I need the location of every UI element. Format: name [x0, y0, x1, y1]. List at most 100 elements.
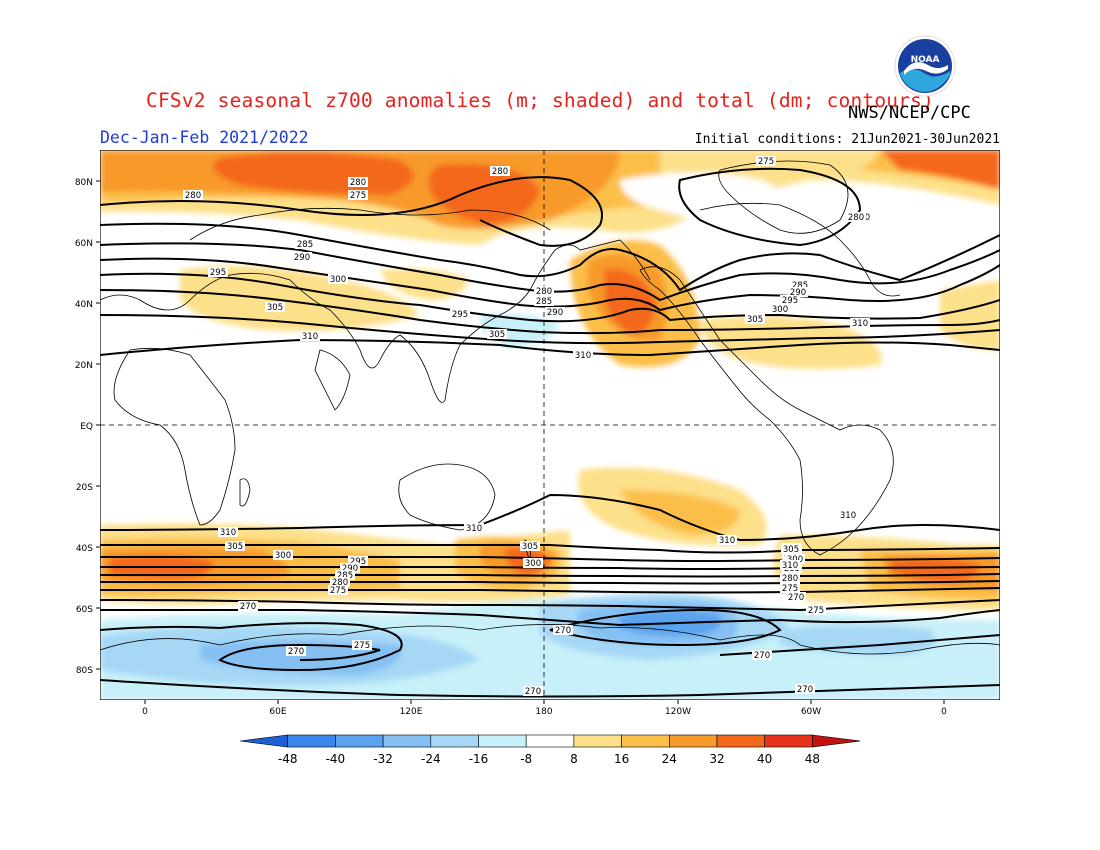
lon-label: 0 — [142, 707, 148, 717]
contour-label: 305 — [520, 541, 540, 552]
contour-label: 310 — [218, 527, 238, 538]
svg-text:295: 295 — [210, 268, 226, 278]
contour-label: 305 — [781, 544, 801, 555]
colorbar-tick-label: -24 — [421, 752, 441, 766]
svg-text:290: 290 — [342, 564, 358, 574]
contour-label: 310 — [838, 510, 858, 521]
svg-text:285: 285 — [536, 297, 552, 307]
colorbar-tick-label: 24 — [662, 752, 677, 766]
svg-text:280: 280 — [536, 287, 552, 297]
svg-text:270: 270 — [288, 647, 304, 657]
lat-label: 40S — [76, 544, 93, 554]
contour-label: 280 — [780, 573, 800, 584]
contour-label: 310 — [573, 350, 593, 361]
agency-label: NWS/NCEP/CPC — [848, 103, 971, 123]
forecast-period: Dec-Jan-Feb 2021/2022 — [100, 128, 309, 147]
contour-label: 270 — [523, 686, 543, 697]
svg-text:270: 270 — [754, 651, 770, 661]
lat-label: 20S — [76, 483, 93, 493]
colorbar-tick-label: 8 — [570, 752, 578, 766]
contour-label: 305 — [745, 314, 765, 325]
contour-label: 290 — [340, 563, 360, 574]
lat-axis: 80N 60N 40N 20N EQ 20S 40S 60S 80S — [75, 178, 100, 676]
svg-text:275: 275 — [808, 606, 824, 616]
initial-conditions: Initial conditions: 21Jun2021-30Jun2021 — [694, 132, 1000, 147]
lat-label: 80S — [76, 666, 93, 676]
svg-text:305: 305 — [489, 330, 505, 340]
contour-label: 275 — [806, 605, 826, 616]
contour-label: 300 — [523, 558, 543, 569]
contour-label: 310 — [464, 523, 484, 534]
svg-text:305: 305 — [747, 315, 763, 325]
contour-label: 275 — [348, 190, 368, 201]
contour-label: 295 — [450, 309, 470, 320]
svg-text:285: 285 — [297, 240, 313, 250]
svg-text:275: 275 — [350, 191, 366, 201]
svg-text:300: 300 — [330, 275, 346, 285]
svg-text:305: 305 — [267, 303, 283, 313]
contour-label: 280 — [534, 286, 554, 297]
svg-text:295: 295 — [782, 296, 798, 306]
colorbar-tick-label: -32 — [373, 752, 393, 766]
svg-text:270: 270 — [797, 685, 813, 695]
lon-label: 180 — [535, 707, 552, 717]
svg-text:285: 285 — [792, 281, 808, 291]
svg-text:305: 305 — [227, 542, 243, 552]
colorbar-swatch — [335, 734, 384, 748]
contour-label: 280 — [330, 577, 350, 588]
svg-text:305: 305 — [522, 542, 538, 552]
contour-label: 300 — [328, 274, 348, 285]
svg-text:310: 310 — [575, 351, 591, 361]
chart-title: CFSv2 seasonal z700 anomalies (m; shaded… — [146, 89, 935, 112]
svg-text:310: 310 — [852, 319, 868, 329]
lon-axis: 0 60E 120E 180 120W 60W 0 — [142, 700, 947, 717]
contour-label: 275 — [780, 583, 800, 594]
colorbar-swatch — [573, 734, 622, 748]
contour-label: 270 — [786, 592, 806, 603]
svg-text:290: 290 — [547, 308, 563, 318]
svg-text:300: 300 — [275, 551, 291, 561]
svg-text:280: 280 — [350, 178, 366, 188]
colorbar-swatch — [621, 734, 670, 748]
contour-label: 280 — [490, 166, 510, 177]
svg-text:275: 275 — [758, 157, 774, 167]
contour-label: 285 — [790, 280, 810, 291]
contour-label: 310 — [717, 535, 737, 546]
contour-label: 270 — [238, 601, 258, 612]
contour-label: 295 — [208, 267, 228, 278]
contour-label: 295 — [348, 556, 368, 567]
svg-text:310: 310 — [220, 528, 236, 538]
colorbar-tick-label: -16 — [469, 752, 489, 766]
svg-text:270: 270 — [240, 602, 256, 612]
contour-label: 275 — [328, 585, 348, 596]
svg-text:280: 280 — [848, 213, 864, 223]
svg-text:280: 280 — [185, 191, 201, 201]
colorbar-swatch — [716, 734, 766, 748]
svg-text:290: 290 — [790, 288, 806, 298]
contour-label: 280 — [183, 190, 203, 201]
colorbar-ticks: -48 -40 -32 -24 -16 -8 8 16 24 32 40 48 — [278, 752, 820, 766]
anomaly-map: 2802752802802852902953003053102802852902… — [100, 150, 1000, 700]
svg-text:295: 295 — [350, 557, 366, 567]
colorbar: -48 -40 -32 -24 -16 -8 8 16 24 32 40 48 — [240, 734, 860, 766]
svg-text:280: 280 — [492, 167, 508, 177]
svg-text:310: 310 — [302, 332, 318, 342]
svg-text:285: 285 — [337, 571, 353, 581]
colorbar-swatch — [430, 734, 479, 748]
svg-text:275: 275 — [330, 586, 346, 596]
lon-label: 60W — [801, 707, 821, 717]
contour-label: 275 — [756, 156, 776, 167]
svg-text:305: 305 — [783, 545, 799, 555]
svg-text:300: 300 — [772, 305, 788, 315]
colorbar-swatch — [478, 734, 527, 748]
contour-label: 310 — [300, 331, 320, 342]
colorbar-tick-label: 48 — [805, 752, 820, 766]
contour-label: 300 — [273, 550, 293, 561]
contour-label: 285 — [534, 296, 554, 307]
contour-label: 285 — [295, 239, 315, 250]
colorbar-swatches — [240, 734, 860, 748]
contour-label: 270 — [286, 646, 306, 657]
svg-text:270: 270 — [555, 626, 571, 636]
contour-label: 280 — [348, 177, 368, 188]
contour-label-layer: 2802752802802852902953003053102802852902… — [183, 156, 872, 697]
